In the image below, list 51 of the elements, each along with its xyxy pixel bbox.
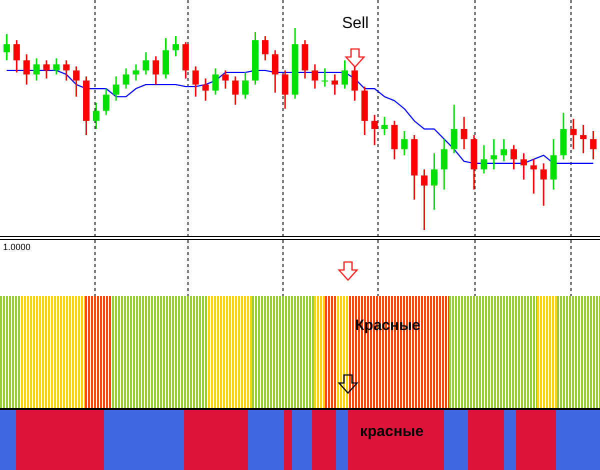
candlestick — [490, 138, 498, 170]
candlestick — [63, 60, 70, 82]
candlestick — [450, 104, 458, 154]
candlestick — [530, 158, 537, 194]
candlestick — [342, 60, 348, 90]
candlestick — [202, 78, 209, 102]
candlestick — [430, 152, 438, 211]
candlestick — [500, 138, 508, 162]
candlestick — [142, 51, 150, 76]
candlestick — [570, 118, 577, 150]
candlestick — [351, 66, 358, 102]
candlestick — [132, 64, 140, 82]
candlestick — [73, 66, 80, 98]
text: 1.0000 — [3, 242, 31, 252]
candlestick — [172, 35, 179, 58]
candlestick — [322, 68, 328, 88]
candlestick — [242, 72, 249, 100]
candlestick — [540, 162, 547, 207]
candlestick — [421, 168, 428, 231]
candlestick — [440, 138, 448, 190]
candlestick — [222, 70, 229, 90]
candlestick — [272, 49, 278, 94]
candlestick — [152, 56, 160, 86]
candlestick — [53, 58, 60, 76]
candlestick — [580, 124, 587, 154]
candlestick — [13, 39, 20, 74]
candlestick — [401, 130, 408, 156]
candlestick — [371, 114, 378, 146]
candlestick — [312, 64, 318, 90]
candlestick — [520, 152, 527, 180]
candlestick — [112, 76, 120, 102]
candlestick — [232, 76, 239, 106]
candlestick — [122, 68, 130, 90]
candlestick — [381, 116, 388, 136]
candlestick — [480, 144, 488, 174]
candlestick — [262, 35, 268, 62]
candlestick — [43, 60, 50, 80]
candlestick — [3, 33, 10, 62]
candlestick — [23, 54, 30, 86]
candlestick — [510, 144, 517, 170]
candlestick — [460, 116, 468, 150]
candlestick — [212, 68, 219, 96]
candlestick — [332, 74, 338, 96]
candlestick — [102, 88, 110, 116]
candlestick — [590, 130, 597, 160]
candlestick — [282, 70, 288, 110]
candlestick — [92, 102, 100, 130]
candlestick — [33, 58, 40, 82]
annotation: Sell — [342, 15, 369, 32]
candlestick — [192, 66, 199, 98]
text: красные — [360, 423, 424, 440]
